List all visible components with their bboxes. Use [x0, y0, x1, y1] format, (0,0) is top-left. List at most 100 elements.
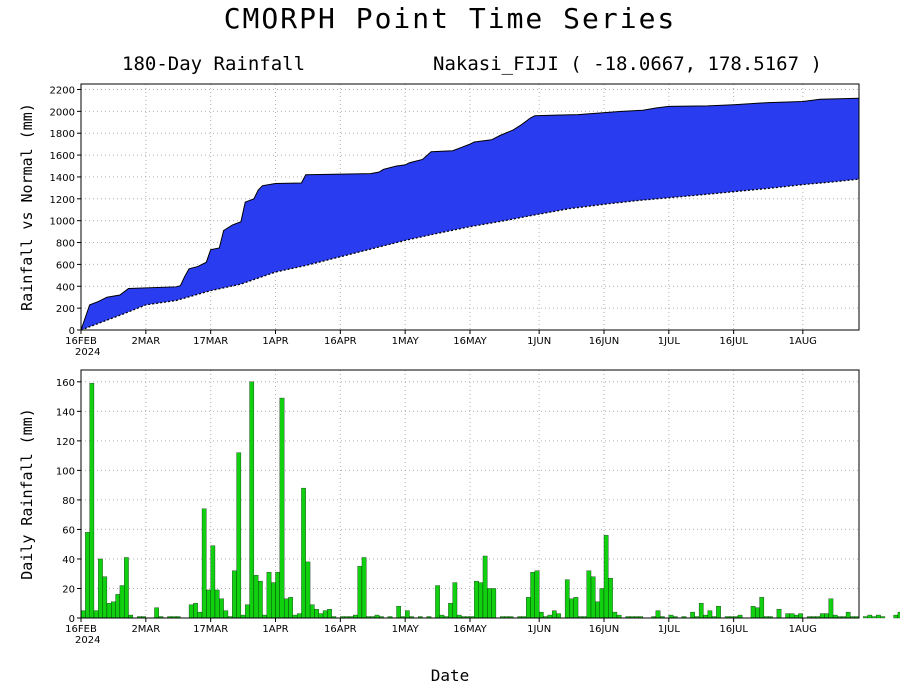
y-tick-label: 200 [56, 304, 75, 315]
daily-rainfall-bar [361, 557, 367, 619]
x-tick-label: 1MAY [392, 336, 420, 347]
x-tick-label: 2MAR [131, 624, 160, 635]
daily-rainfall-bar [357, 566, 363, 619]
daily-rainfall-bar [871, 616, 877, 619]
y-tick-label: 80 [62, 496, 75, 507]
x-tick-label: 1JUN [527, 336, 551, 347]
daily-rainfall-bar [595, 601, 600, 619]
x-year-label: 2024 [75, 347, 100, 358]
daily-rainfall-bar [698, 603, 704, 619]
y-tick-label: 20 [62, 584, 75, 595]
daily-rainfall-bar [474, 580, 479, 619]
x-tick-label: 1MAY [392, 624, 420, 635]
daily-rainfall-bar [776, 608, 782, 619]
x-tick-label: 16JUL [719, 336, 748, 347]
plot-frame [80, 369, 860, 619]
daily-rainfall-bar [258, 580, 263, 619]
y-tick-label: 2200 [50, 85, 75, 96]
x-tick-label: 1AUG [789, 624, 817, 635]
daily-rainfall-bar [124, 557, 129, 619]
daily-rainfall-bar [452, 582, 458, 619]
daily-rainfall-bar [197, 611, 203, 619]
y-tick-label: 1400 [50, 173, 75, 184]
x-tick-label: 16FEB [65, 624, 97, 635]
x-axis-label: Date [430, 666, 470, 685]
y-tick-label: 120 [56, 437, 75, 448]
daily-rainfall-bar [534, 570, 540, 619]
daily-rainfall-bar [236, 452, 242, 619]
daily-rainfall-bar [448, 603, 453, 619]
daily-rainfall-panel: 0 20 40 60 80 100 120 140 160 16FEB 2MAR 17MAR 1APR 1… [18, 369, 900, 646]
y-tick-label: 0 [69, 614, 75, 625]
y-tick-label: 1200 [50, 195, 75, 206]
daily-rainfall-bar [89, 383, 95, 619]
y-tick-label: 1600 [50, 151, 75, 162]
daily-rainfall-bar [188, 604, 194, 619]
daily-rainfall-bar [551, 610, 557, 619]
daily-rainfall-bar [193, 603, 198, 619]
x-year-label: 2024 [75, 635, 100, 646]
daily-rainfall-bar [612, 611, 618, 619]
y-tick-label: 140 [56, 407, 75, 418]
daily-rainfall-bar [210, 545, 216, 619]
daily-rainfall-bar [279, 397, 285, 619]
daily-rainfall-bar [249, 381, 255, 619]
x-tick-label: 1APR [262, 624, 288, 635]
daily-rainfall-bar [487, 588, 492, 619]
daily-rainfall-bar [824, 613, 829, 619]
x-tick-label: 17MAR [193, 336, 228, 347]
x-tick-label: 16APR [324, 624, 357, 635]
daily-rainfall-bar [880, 616, 886, 619]
daily-rainfall-bar [716, 606, 721, 619]
daily-rainfall-bar [201, 508, 207, 619]
y-tick-label: 0 [69, 326, 75, 337]
daily-rainfall-bar [396, 606, 401, 619]
daily-rainfall-bar [482, 555, 488, 619]
daily-rainfall-bar [80, 610, 86, 619]
x-tick-label: 16JUN [589, 624, 619, 635]
rainfall-surplus-area [81, 98, 859, 330]
daily-rainfall-bar [98, 558, 103, 619]
chart-subtitle-location: Nakasi_FIJI ( -18.0667, 178.5167 ) [433, 53, 822, 75]
y-tick-label: 800 [56, 239, 75, 250]
cumulative-rainfall-panel: 0 200 400 600 800 1000 1200 1400 1600 1800 2000 220… [18, 83, 860, 358]
daily-rainfall-bar [253, 575, 259, 619]
daily-rainfall-bar [897, 611, 900, 619]
y-tick-label: 600 [56, 260, 75, 271]
daily-rainfall-bar [828, 598, 834, 619]
y-tick-label: 1000 [50, 217, 75, 228]
x-tick-label: 2MAR [131, 336, 160, 347]
y-axis-label: Daily Rainfall (mm) [18, 408, 36, 580]
daily-rainfall-bar [206, 589, 211, 619]
daily-rainfall-bar [305, 561, 311, 619]
daily-rainfall-bar [296, 613, 302, 619]
x-tick-label: 1APR [262, 336, 288, 347]
daily-rainfall-bar [102, 576, 108, 619]
x-tick-label: 17MAR [193, 624, 228, 635]
daily-rainfall-bar [599, 588, 605, 619]
daily-rainfall-bar [478, 582, 484, 619]
daily-rainfall-bar [759, 597, 765, 619]
daily-rainfall-bar [283, 598, 289, 619]
daily-rainfall-bar [789, 613, 795, 619]
daily-rainfall-bar [573, 597, 579, 619]
daily-rainfall-bar [590, 576, 596, 619]
daily-rainfall-bar [223, 610, 229, 619]
daily-rainfall-bar [750, 606, 756, 619]
daily-rainfall-bar [271, 582, 276, 619]
y-tick-label: 2000 [50, 107, 75, 118]
normal-rainfall-line [80, 178, 860, 331]
daily-rainfall-bar [798, 613, 803, 619]
daily-rainfall-bar [556, 613, 561, 619]
x-tick-label: 1JUL [658, 624, 681, 635]
x-tick-label: 1JUN [527, 624, 551, 635]
y-tick-label: 1800 [50, 129, 75, 140]
daily-rainfall-bar [608, 577, 613, 619]
daily-rainfall-bar [288, 597, 293, 619]
daily-rainfall-bar [301, 487, 306, 619]
daily-rainfall-bar [564, 579, 570, 619]
daily-rainfall-bar [655, 610, 661, 619]
daily-rainfall-bar [707, 610, 713, 619]
chart-subtitle-left: 180-Day Rainfall [122, 53, 306, 75]
daily-rainfall-bar [876, 614, 881, 619]
